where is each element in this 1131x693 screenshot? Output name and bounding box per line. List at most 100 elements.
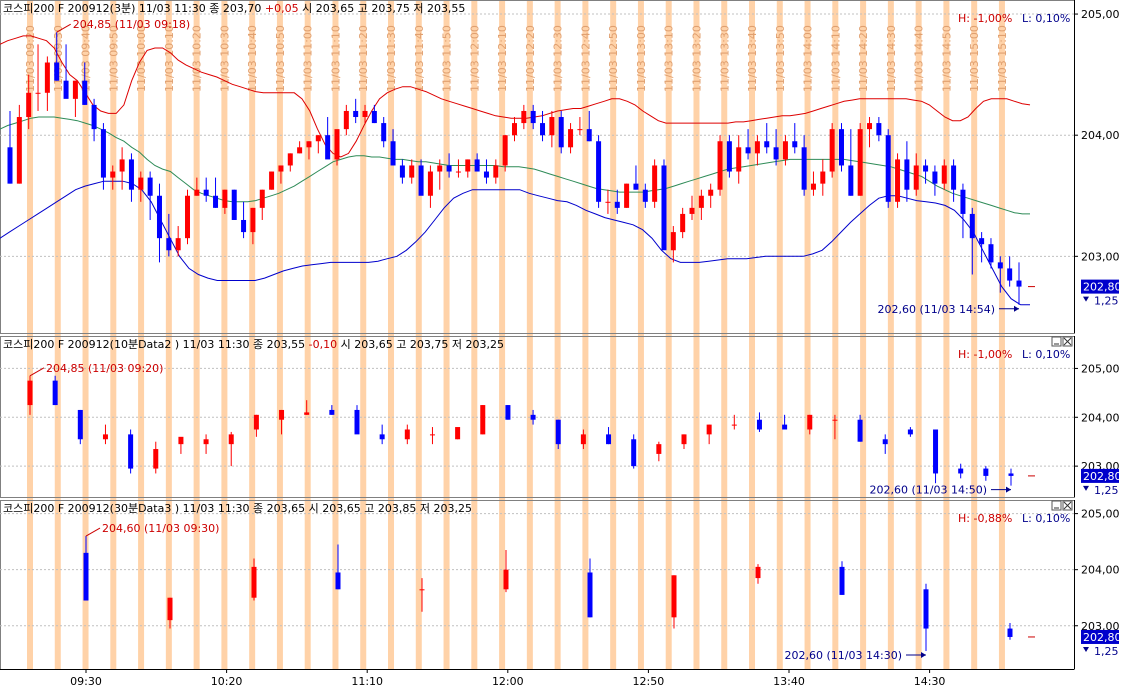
candle-body <box>568 129 574 148</box>
candle-body <box>756 419 762 430</box>
range-high-label: H: -0,88% <box>958 512 1012 525</box>
header-datetime: 11/03 11:30 <box>179 338 249 351</box>
band-label: 11/03 13:20 <box>690 25 703 92</box>
candle-body <box>907 429 913 435</box>
time-band <box>860 0 867 669</box>
band-label: 11/03 13:40 <box>746 25 759 92</box>
candle-body <box>983 468 989 476</box>
band-label: 11/03 13:30 <box>718 25 731 92</box>
candle-body <box>708 189 714 196</box>
down-triangle-icon <box>1083 296 1089 302</box>
time-band <box>388 0 395 669</box>
candle-body <box>555 419 561 445</box>
range-high-label: H: -1,00% <box>958 12 1012 25</box>
candle-body <box>222 189 228 208</box>
time-band <box>554 0 561 669</box>
candle-body <box>792 141 798 148</box>
panel-header: 코스피200 F 200912(10분Data2 ) 11/03 11:30 종… <box>3 338 504 351</box>
candle-body <box>419 589 425 591</box>
band-label: 11/03 11:40 <box>413 25 426 92</box>
candle-body <box>27 380 33 406</box>
candle-body <box>923 589 929 629</box>
candle-body <box>287 153 293 166</box>
y-tick-label: 203,00 <box>1081 250 1120 263</box>
candle-body <box>577 129 583 131</box>
candle-body <box>278 165 284 172</box>
candle-body <box>754 141 760 154</box>
candle-body <box>503 569 509 590</box>
header-close-label: 종 203,55 <box>250 338 306 351</box>
candle-body <box>1016 280 1022 287</box>
panel-3: 203,00 204,00 205,00 코스피200 F 200912(30분Dat… <box>0 500 1122 670</box>
candle-body <box>820 171 826 184</box>
band-label: 11/03 09:40 <box>80 25 93 92</box>
band-label: 11/03 09:20 <box>24 25 37 92</box>
band-label: 11/03 13:50 <box>774 25 787 92</box>
candle-body <box>857 419 863 442</box>
candle-body <box>110 171 116 178</box>
candle-body <box>717 141 723 190</box>
candle-body <box>807 414 813 430</box>
minimize-icon <box>1051 500 1062 511</box>
candle-body <box>631 439 637 467</box>
y-tick-label: 203,00 <box>1081 620 1120 633</box>
bollinger-lower-line <box>0 180 1030 306</box>
candle-body <box>241 219 247 233</box>
candle-body <box>951 165 957 190</box>
down-triangle-icon <box>1083 485 1089 491</box>
candle-body <box>960 189 966 214</box>
candle-body <box>399 165 405 178</box>
candle-body <box>829 129 835 172</box>
candle-body <box>505 405 511 420</box>
band-label: 11/03 13:00 <box>635 25 648 92</box>
candle-body <box>614 201 620 208</box>
candle-body <box>250 207 256 233</box>
candle-body <box>325 135 331 160</box>
candle-body <box>671 575 677 618</box>
band-label: 11/03 09:50 <box>107 25 120 92</box>
candle-body <box>558 117 564 148</box>
candle-body <box>876 123 882 136</box>
band-label: 11/03 10:30 <box>218 25 231 92</box>
candle-body <box>670 232 676 251</box>
candle-body <box>782 424 788 430</box>
candle-body <box>782 141 788 160</box>
candle-body <box>77 409 83 440</box>
time-band <box>27 0 33 669</box>
candle-body <box>689 207 695 214</box>
candle-body <box>253 414 259 430</box>
candle-body <box>932 171 938 184</box>
time-band <box>443 0 450 669</box>
down-triangle-icon <box>1083 646 1089 652</box>
candle-body <box>580 434 586 445</box>
candle-body <box>82 80 88 105</box>
candle-body <box>652 165 658 202</box>
candle-body <box>16 117 22 184</box>
candle-body <box>997 262 1003 269</box>
time-band <box>110 0 117 669</box>
candle-body <box>156 195 162 239</box>
x-tick-label: 12:00 <box>492 675 524 688</box>
time-band <box>943 0 950 669</box>
candle-body <box>91 104 97 130</box>
band-label: 11/03 14:20 <box>857 25 870 92</box>
candle-body <box>7 147 13 184</box>
time-band <box>610 0 617 669</box>
time-band <box>971 0 978 669</box>
time-band <box>637 0 644 669</box>
last-price-box <box>1081 629 1119 644</box>
candle-body <box>605 201 611 203</box>
time-band <box>304 0 311 669</box>
band-label: 11/03 15:00 <box>968 25 981 92</box>
candle-body <box>493 165 499 178</box>
time-band <box>499 0 506 669</box>
candle-body <box>958 468 964 474</box>
candle-body <box>606 434 612 445</box>
time-band <box>165 0 172 669</box>
candle-body <box>549 117 555 136</box>
band-label: 11/03 14:40 <box>913 25 926 92</box>
band-label: 11/03 09:30 <box>52 25 65 92</box>
band-label: 11/03 12:50 <box>607 25 620 92</box>
